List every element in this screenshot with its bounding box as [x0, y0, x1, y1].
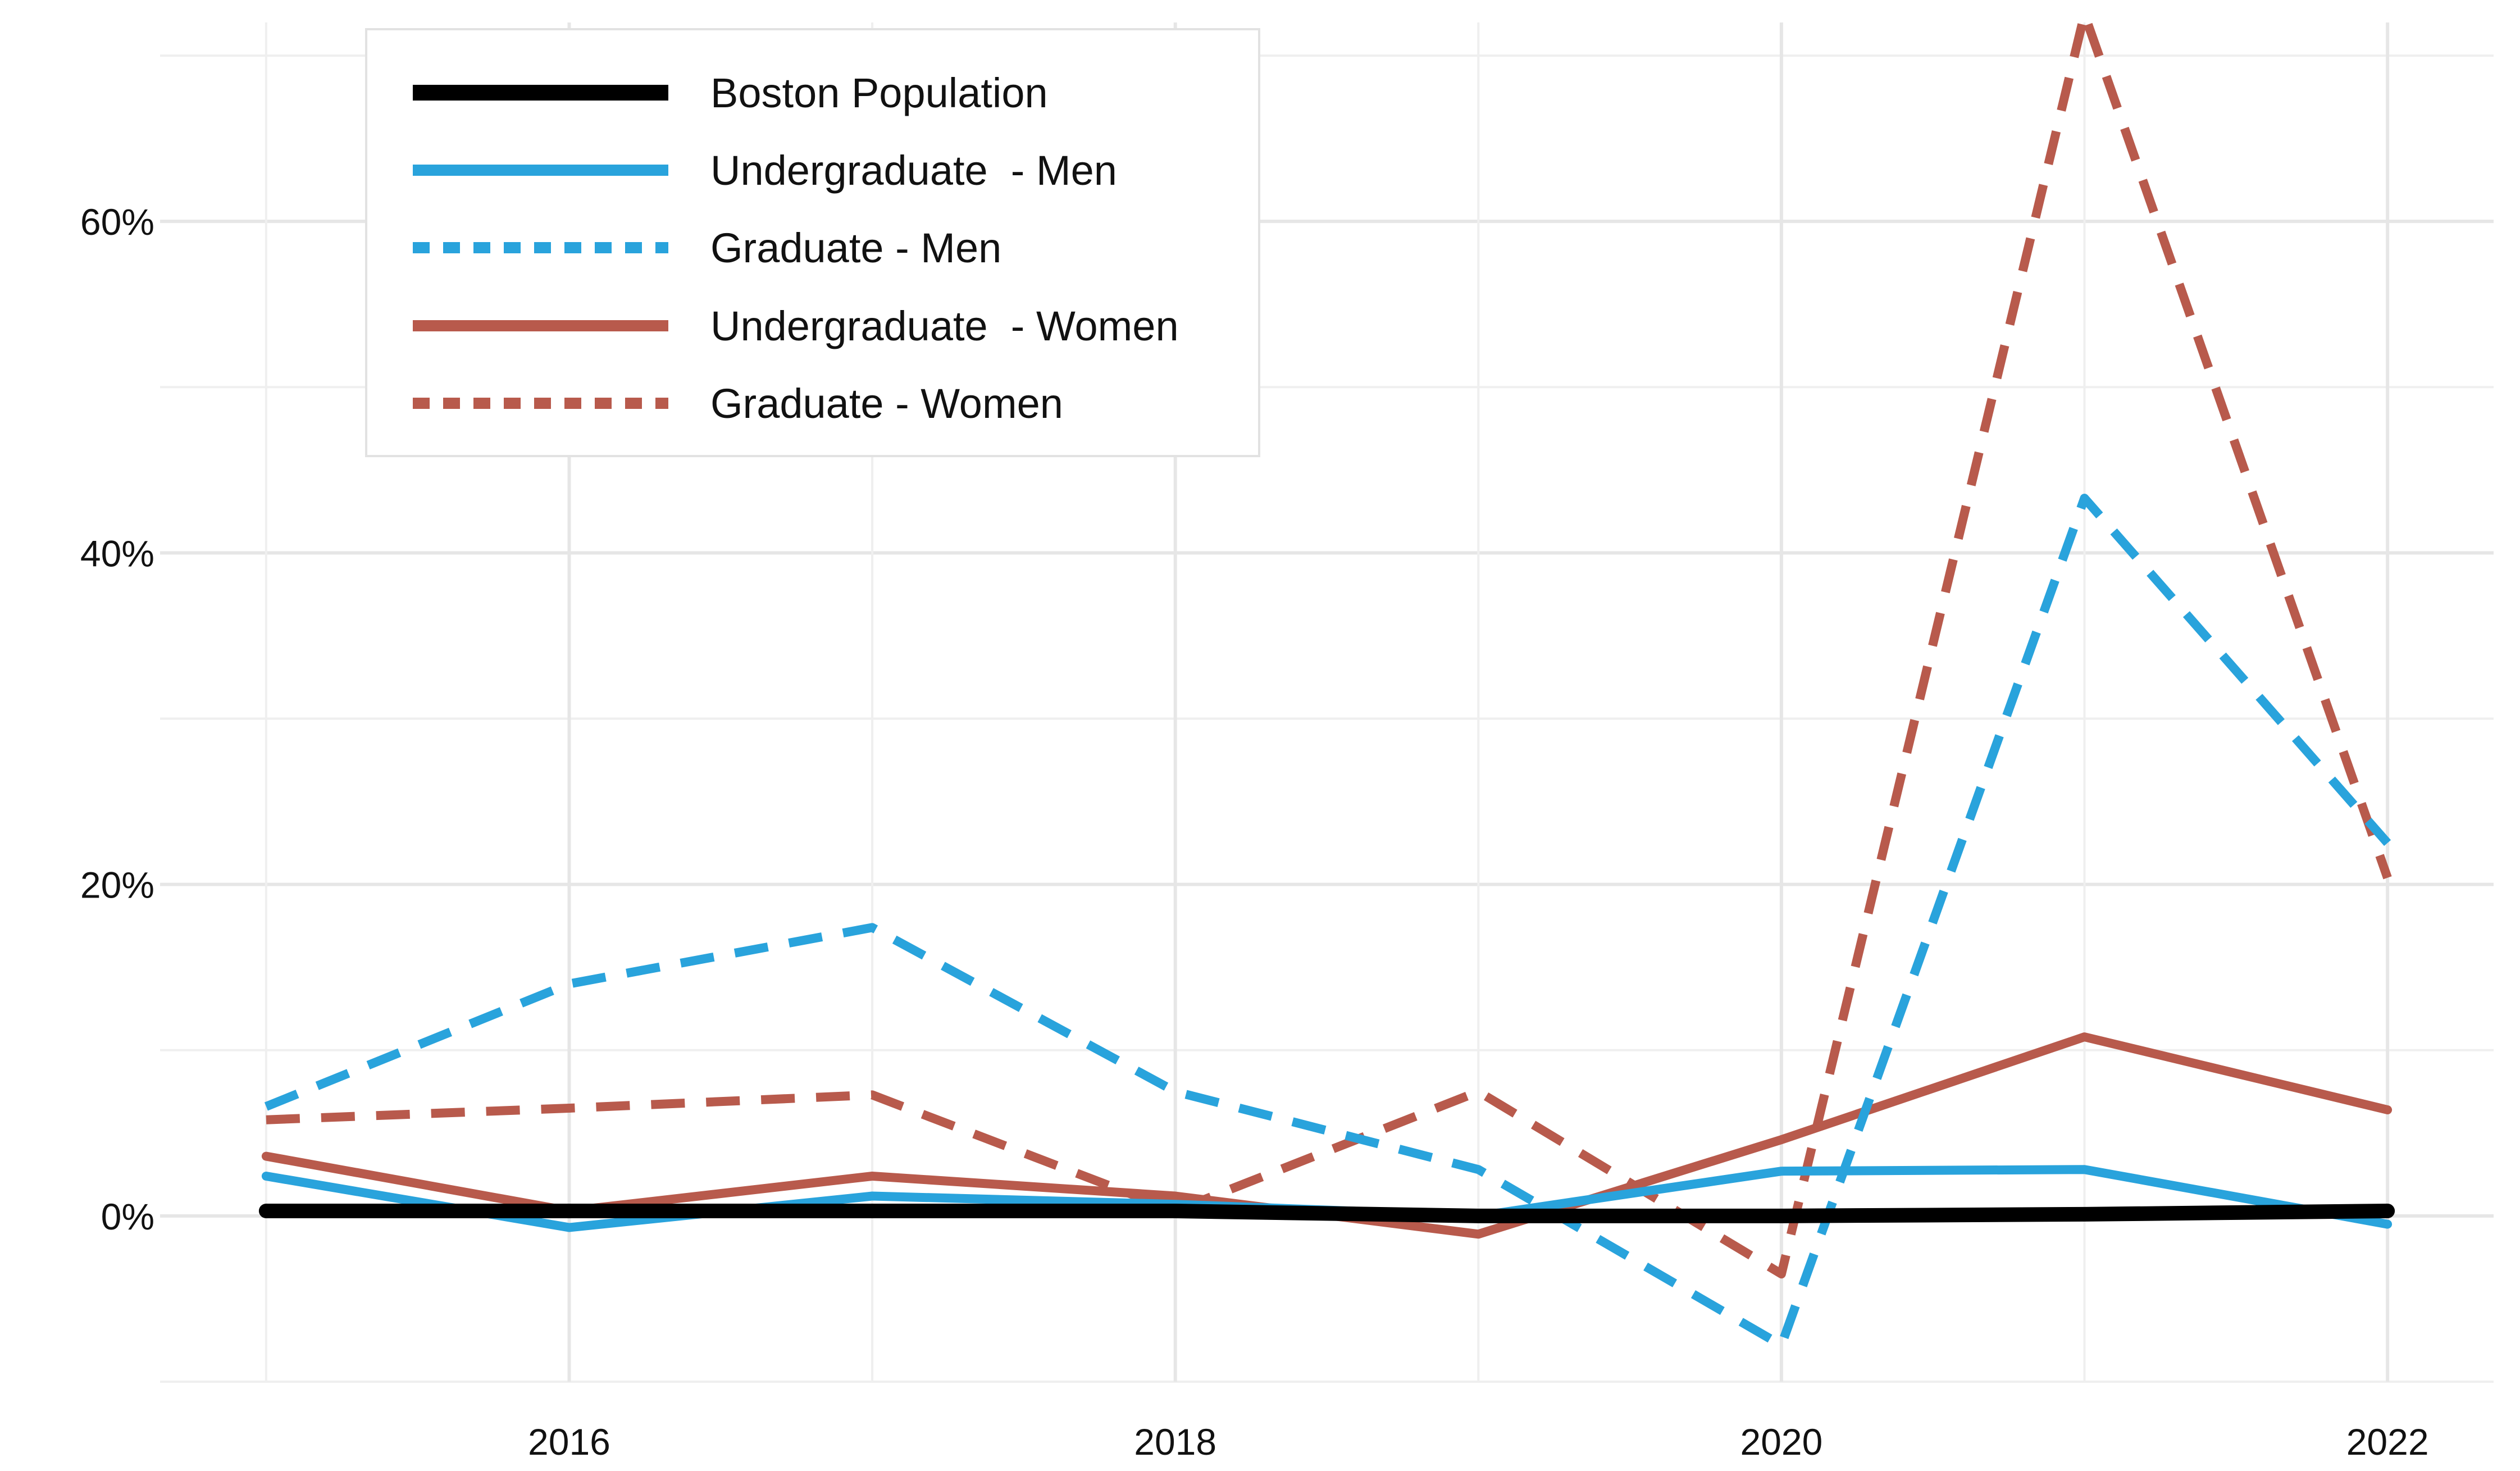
series-line	[266, 10, 2392, 1279]
legend-label: Boston Population	[710, 70, 1048, 116]
legend-label: Graduate - Women	[710, 380, 1063, 427]
legend-label: Undergraduate - Women	[710, 303, 1179, 349]
legend-label: Undergraduate - Men	[710, 147, 1117, 194]
series-lines	[258, 10, 2395, 1350]
x-tick-label: 2016	[528, 1421, 610, 1463]
series-line	[264, 494, 2391, 1350]
x-tick-label: 2020	[1740, 1421, 1823, 1463]
legend: Boston Population Undergraduate - Men Grad…	[365, 28, 1260, 457]
x-tick-label: 2022	[2346, 1421, 2429, 1463]
y-tick-label: 40%	[80, 532, 154, 574]
y-tick-label: 60%	[80, 201, 154, 243]
legend-label: Graduate - Men	[710, 225, 1001, 271]
series-line	[258, 1204, 2395, 1223]
axis-tick-labels: 0% 20% 40% 60% 2016 2018 2020 2022	[80, 201, 2429, 1463]
x-tick-label: 2018	[1134, 1421, 1216, 1463]
y-tick-label: 20%	[80, 864, 154, 906]
y-tick-label: 0%	[101, 1196, 154, 1237]
